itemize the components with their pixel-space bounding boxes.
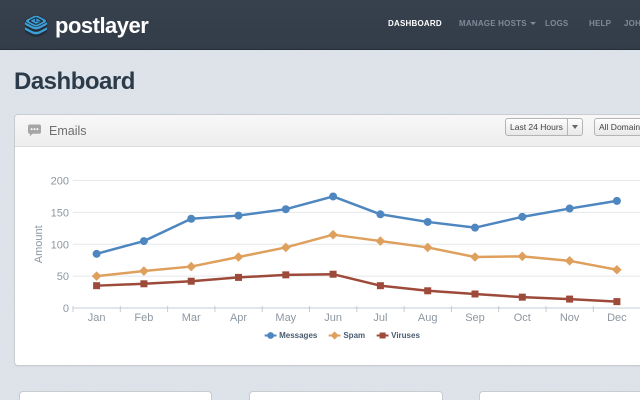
series-line-spam	[95, 233, 619, 278]
emails-chart-area: 0 50 100 150 200 Jan Feb Mar Apr May Jun Jul Aug Sep O…	[15, 147, 640, 366]
bottom-panel-2	[249, 391, 443, 400]
nav-item-label: HELP	[589, 18, 612, 28]
nav-item-label: JOHN	[624, 18, 640, 28]
emails-line-chart[interactable]: 0 50 100 150 200 Jan Feb Mar Apr May Jun Jul Aug Sep O…	[15, 147, 640, 366]
chevron-down-icon	[529, 21, 536, 25]
y-axis-tick-label: 200	[51, 176, 69, 188]
page-title: Dashboard	[14, 68, 135, 95]
x-axis-month-label: Feb	[134, 312, 153, 324]
emails-panel-header: Emails Last 24 Hours All Domains	[15, 115, 640, 147]
y-axis-tick-label: 100	[51, 239, 69, 251]
domain-filter-button[interactable]: All Domains	[594, 118, 640, 136]
x-axis-month-label: Apr	[230, 312, 247, 324]
panel-title: Emails	[49, 123, 87, 138]
emails-panel: Emails Last 24 Hours All Domains 0 50 100 1…	[14, 114, 640, 366]
bottom-panel-1	[19, 391, 212, 400]
chat-bubble-icon	[28, 124, 41, 137]
x-axis-month-label: Aug	[418, 312, 438, 324]
postlayer-logo-icon	[24, 14, 48, 37]
nav-item-label: MANAGE HOSTS	[459, 18, 527, 28]
x-axis-month-label: Mar	[182, 312, 201, 324]
series-markers-viruses	[93, 270, 621, 306]
nav-item-dashboard[interactable]: DASHBOARD	[388, 0, 442, 46]
legend-label: Viruses	[391, 331, 420, 340]
x-axis-month-label: Dec	[607, 312, 627, 324]
x-axis-month-label: Jan	[88, 312, 106, 324]
y-axis-tick-label: 50	[57, 271, 69, 283]
circle-marker-icon	[264, 332, 277, 339]
nav-item-manage-hosts[interactable]: MANAGE HOSTS	[459, 0, 536, 46]
nav-item-label: LOGS	[545, 18, 569, 28]
legend-item-messages[interactable]: Messages	[264, 331, 317, 340]
y-axis-title: Amount	[33, 225, 45, 263]
nav-item-logs[interactable]: LOGS	[545, 0, 568, 46]
brand-name: postlayer	[55, 12, 149, 38]
legend-item-spam[interactable]: Spam	[328, 331, 365, 340]
x-axis-month-label: Nov	[560, 312, 580, 324]
x-axis-month-label: Sep	[465, 312, 485, 324]
time-range-split-button: Last 24 Hours	[505, 118, 583, 136]
x-axis-month-label: Oct	[514, 312, 531, 324]
nav-item-label: DASHBOARD	[388, 18, 442, 28]
chart-legend: Messages Spam Viruses	[259, 331, 426, 340]
legend-item-viruses[interactable]: Viruses	[376, 331, 420, 340]
envelope-icon	[30, 17, 42, 24]
series-line-messages	[95, 195, 619, 256]
x-axis-month-label: May	[275, 312, 296, 324]
nav-item-user[interactable]: JOHN	[624, 0, 640, 46]
x-axis-month-label: Jun	[324, 312, 342, 324]
diamond-marker-icon	[328, 331, 341, 340]
top-navbar: postlayer DASHBOARD MANAGE HOSTS LOGS HE…	[0, 0, 640, 50]
main-nav: DASHBOARD MANAGE HOSTS LOGS HELP JOHN	[0, 0, 640, 50]
time-range-button[interactable]: Last 24 Hours	[505, 118, 568, 136]
time-range-label: Last 24 Hours	[510, 122, 563, 132]
square-marker-icon	[376, 332, 389, 339]
domain-filter-label: All Domains	[599, 122, 640, 132]
series-markers-messages	[92, 192, 621, 258]
brand-logo-link[interactable]: postlayer	[22, 8, 149, 42]
legend-label: Spam	[343, 331, 366, 340]
legend-label: Messages	[279, 331, 318, 340]
series-line-viruses	[95, 272, 619, 303]
nav-item-help[interactable]: HELP	[589, 0, 611, 46]
y-axis-tick-label: 150	[51, 207, 69, 219]
bottom-panel-3	[479, 391, 640, 400]
chevron-down-icon	[571, 125, 578, 129]
y-axis-tick-label: 0	[63, 303, 69, 315]
x-axis-month-label: Jul	[373, 312, 387, 324]
time-range-dropdown-button[interactable]	[567, 118, 583, 136]
